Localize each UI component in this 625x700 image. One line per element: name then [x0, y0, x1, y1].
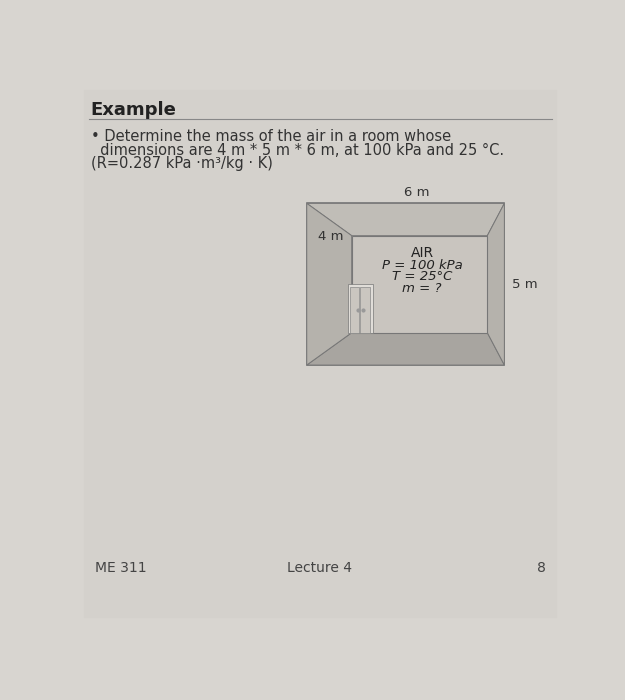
- Bar: [352, 236, 488, 332]
- Text: (R=0.287 kPa ·m³/kg · K): (R=0.287 kPa ·m³/kg · K): [91, 156, 272, 172]
- Text: Example: Example: [91, 101, 176, 119]
- Polygon shape: [307, 203, 352, 365]
- Text: 8: 8: [537, 561, 546, 575]
- Text: • Determine the mass of the air in a room whose: • Determine the mass of the air in a roo…: [91, 129, 451, 144]
- Text: Lecture 4: Lecture 4: [288, 561, 352, 575]
- Text: T = 25°C: T = 25°C: [392, 270, 452, 284]
- Text: ME 311: ME 311: [95, 561, 147, 575]
- Bar: [360, 286, 369, 332]
- Text: P = 100 kPa: P = 100 kPa: [382, 259, 462, 272]
- Polygon shape: [307, 203, 504, 236]
- Text: 6 m: 6 m: [404, 186, 429, 199]
- Text: 5 m: 5 m: [512, 278, 538, 290]
- Text: m = ?: m = ?: [402, 282, 442, 295]
- Bar: [348, 284, 372, 332]
- Polygon shape: [488, 203, 504, 365]
- Bar: [350, 286, 359, 332]
- Polygon shape: [307, 332, 504, 365]
- Bar: [307, 203, 504, 365]
- Text: 4 m: 4 m: [318, 230, 343, 244]
- Text: dimensions are 4 m * 5 m * 6 m, at 100 kPa and 25 °C.: dimensions are 4 m * 5 m * 6 m, at 100 k…: [91, 143, 504, 158]
- Text: AIR: AIR: [411, 246, 434, 260]
